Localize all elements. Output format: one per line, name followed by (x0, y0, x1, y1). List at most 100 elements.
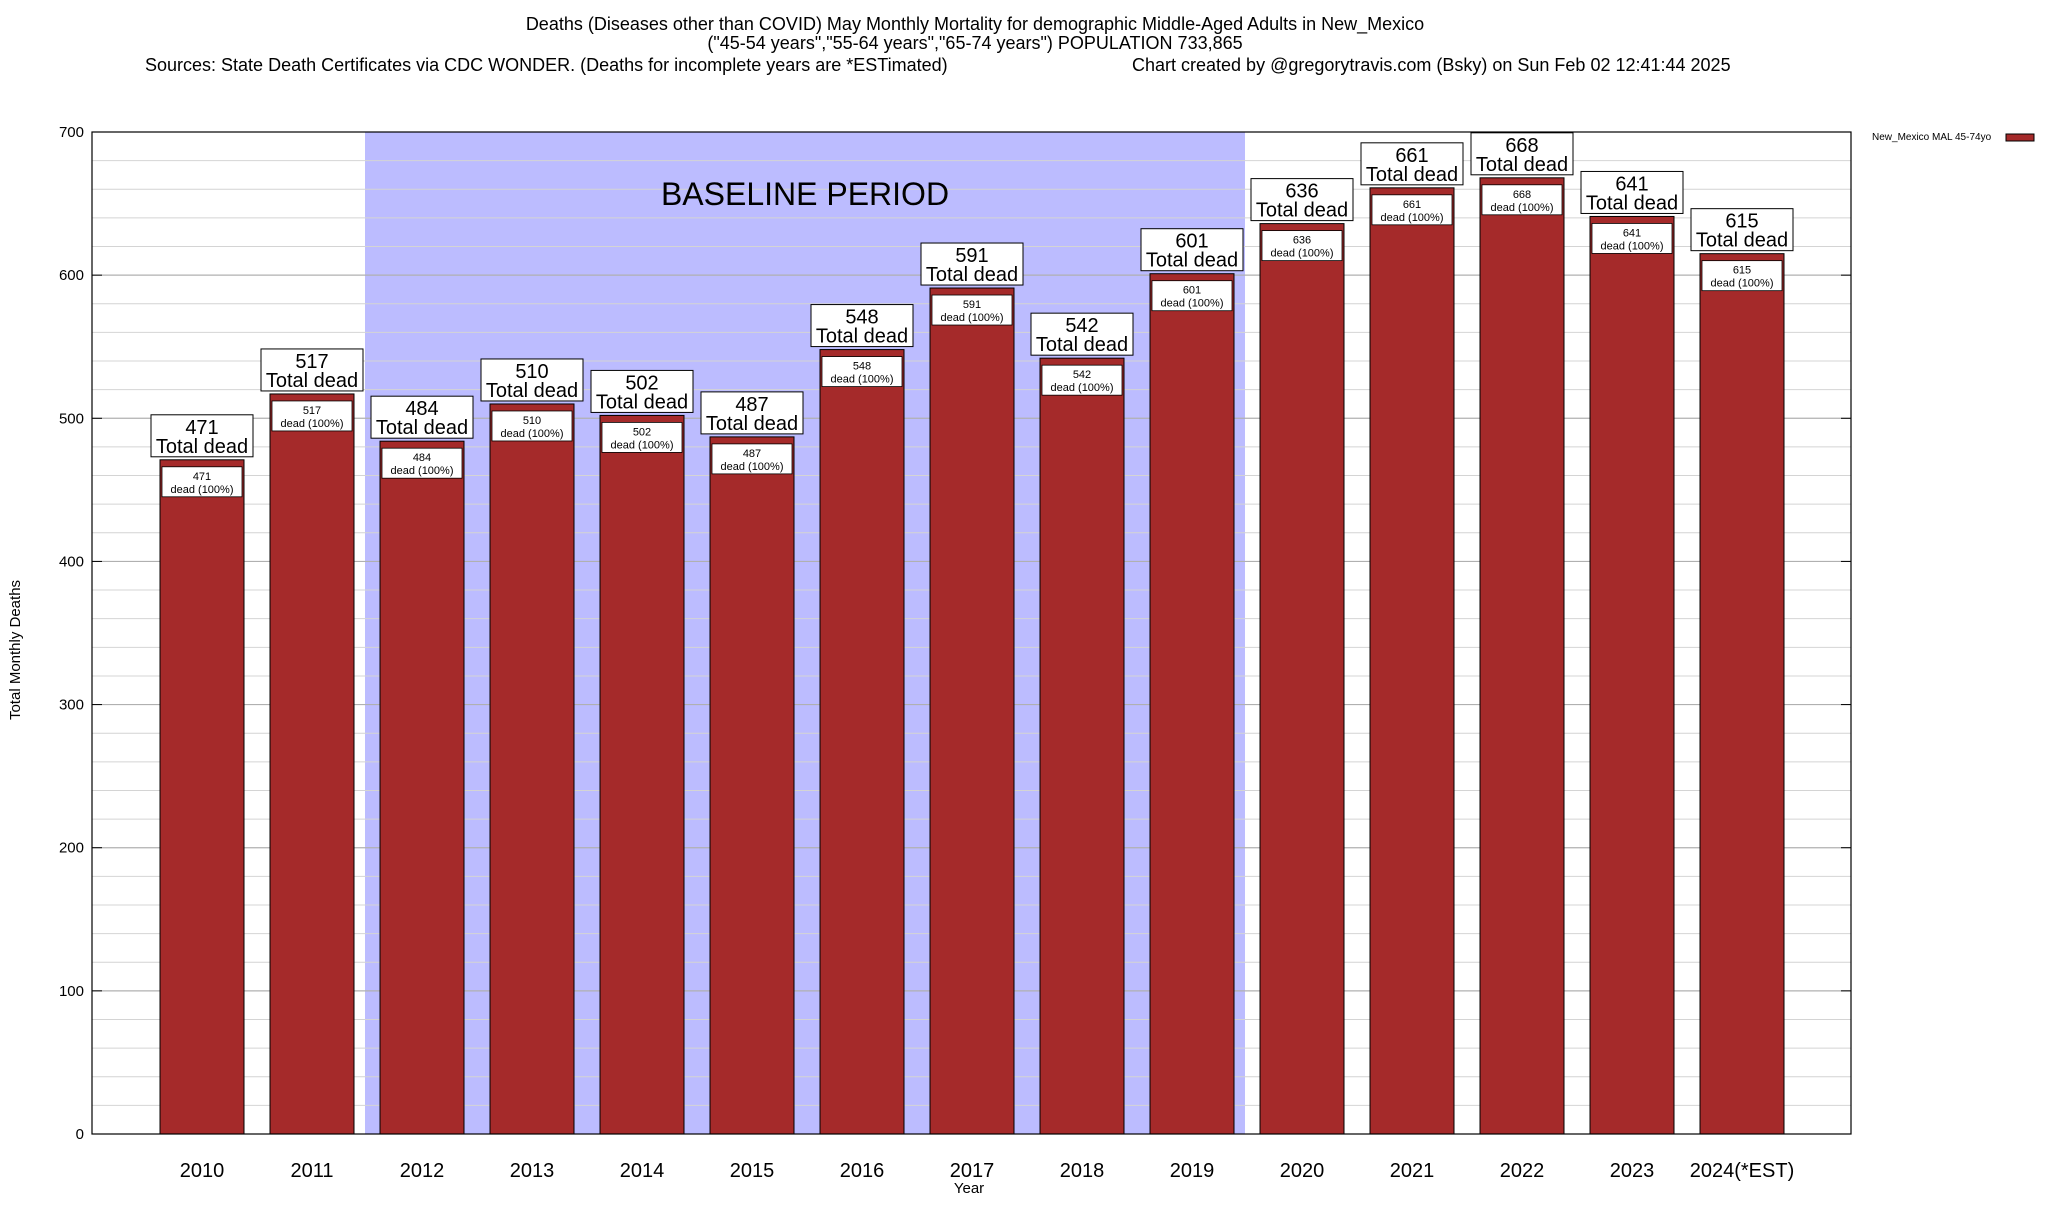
bar-inner-percent: dead (100%) (1711, 278, 1774, 290)
bar (929, 287, 1015, 1135)
x-tick-label: 2016 (840, 1160, 885, 1182)
bar-inner-label-box (1371, 194, 1453, 226)
bar-total-value: 471 (185, 417, 218, 439)
bar (1149, 273, 1235, 1135)
bar-total-value: 661 (1395, 145, 1428, 167)
bar-total-caption: Total dead (706, 413, 798, 435)
bar-inner-label-box (491, 410, 573, 442)
bar-total-value: 548 (845, 307, 878, 329)
bar (599, 414, 685, 1135)
bar-inner-percent: dead (100%) (611, 439, 674, 451)
bar (1259, 223, 1345, 1135)
bar-inner-label-box (381, 447, 463, 479)
bar-inner-percent: dead (100%) (501, 428, 564, 440)
chart-sources: Sources: State Death Certificates via CD… (145, 55, 948, 75)
bar-inner-percent: dead (100%) (1271, 248, 1334, 260)
bar-total-label-box (920, 242, 1024, 286)
bar-inner-label-box (931, 294, 1013, 326)
bar-total-value: 510 (515, 361, 548, 383)
bar-total-label-box (1030, 312, 1134, 356)
bar-total-label-box (150, 414, 254, 458)
bar-inner-value: 636 (1293, 235, 1311, 247)
bar-total-caption: Total dead (1256, 200, 1348, 222)
x-axis: 2010 2011 2012 2013 2014 2015 2016 2017 2018 2019… (180, 1160, 1795, 1182)
chart-title: Deaths (Diseases other than COVID) May M… (526, 14, 1424, 35)
bar-inner-value: 487 (743, 448, 761, 460)
x-tick-label: 2023 (1610, 1160, 1655, 1182)
bar-total-label-box (1250, 178, 1354, 222)
bar-inner-value: 641 (1623, 227, 1641, 239)
bar-total-label-box (1690, 208, 1794, 252)
bar-total-label-box (370, 395, 474, 439)
bar-total-label-box (480, 358, 584, 402)
bar-total-label-box (1360, 142, 1464, 186)
bar-total-label-box (590, 369, 694, 413)
bar (1699, 253, 1785, 1135)
y-tick-label: 500 (59, 410, 84, 427)
y-tick-label: 300 (59, 697, 84, 714)
bar (159, 459, 245, 1135)
bar-inner-label-box (271, 400, 353, 432)
bar (709, 436, 795, 1135)
y-tick-label: 400 (59, 553, 84, 570)
bar-inner-percent: dead (100%) (831, 374, 894, 386)
x-tick-label: 2017 (950, 1160, 995, 1182)
bar-inner-label-box (821, 356, 903, 387)
y-tick-label: 0 (76, 1126, 84, 1143)
bar-total-value: 601 (1175, 231, 1208, 253)
x-tick-label: 2020 (1280, 1160, 1325, 1182)
bar-inner-label-box (1041, 364, 1123, 396)
bar-inner-percent: dead (100%) (1381, 212, 1444, 224)
chart-credit: Chart created by @gregorytravis.com (Bsk… (1132, 55, 1731, 75)
legend-label: New_Mexico MAL 45-74yo (1872, 132, 1992, 143)
bar-total-caption: Total dead (1366, 164, 1458, 186)
x-tick-label: 2018 (1060, 1160, 1105, 1182)
chart-subtitle: ("45-54 years","55-64 years","65-74 year… (707, 33, 1242, 53)
bar-inner-value: 601 (1183, 285, 1201, 297)
bar-total-value: 591 (955, 245, 988, 267)
bar-inner-value: 548 (853, 361, 871, 373)
bar-total-caption: Total dead (926, 264, 1018, 286)
x-tick-label: 2024(*EST) (1690, 1160, 1795, 1182)
x-tick-label: 2014 (620, 1160, 665, 1182)
bar (1039, 357, 1125, 1135)
bar-inner-label-box (1591, 223, 1673, 254)
bar-total-value: 502 (625, 372, 658, 394)
bar-total-value: 668 (1505, 135, 1538, 157)
bar-total-label-box (700, 391, 804, 435)
chart-title-group: Deaths (Diseases other than COVID) May M… (145, 14, 1731, 75)
bar (1369, 187, 1455, 1135)
bar (379, 440, 465, 1135)
bar (489, 403, 575, 1135)
x-tick-label: 2013 (510, 1160, 555, 1182)
bar-total-caption: Total dead (1036, 334, 1128, 356)
x-tick-label: 2012 (400, 1160, 445, 1182)
bar-inner-percent: dead (100%) (941, 312, 1004, 324)
bar-inner-value: 471 (193, 471, 211, 483)
baseline-region-label: BASELINE PERIOD (661, 176, 949, 212)
bar (1479, 177, 1565, 1135)
bar-total-value: 636 (1285, 181, 1318, 203)
bar-total-caption: Total dead (1146, 250, 1238, 272)
